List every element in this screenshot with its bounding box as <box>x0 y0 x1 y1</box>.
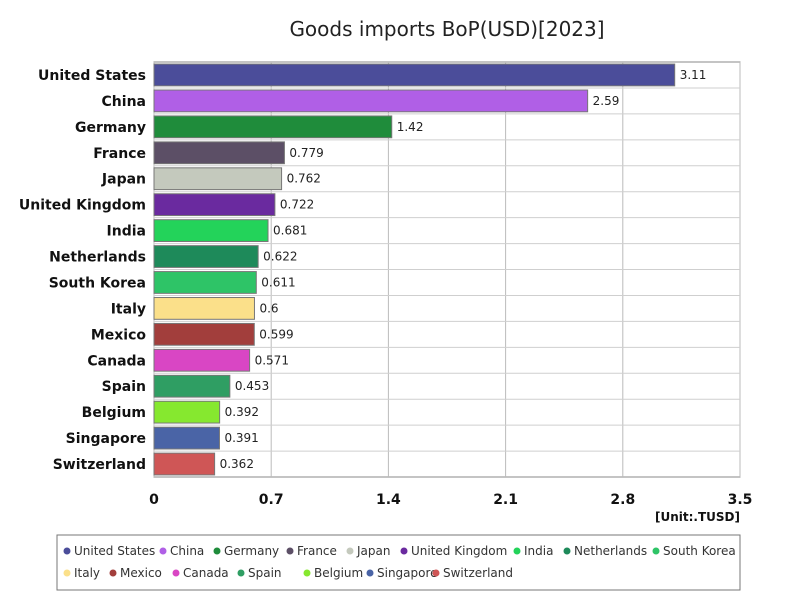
category-label: Japan <box>101 172 146 188</box>
bars <box>153 63 676 476</box>
bar-south-korea <box>153 271 257 294</box>
legend-entry: Singapore <box>377 566 438 580</box>
chart-title: Goods imports BoP(USD)[2023] <box>289 17 604 41</box>
bar-switzerland <box>153 452 216 476</box>
bar-singapore <box>153 426 220 450</box>
legend-swatch <box>563 547 571 555</box>
category-label: United Kingdom <box>19 198 146 214</box>
bar-united-kingdom <box>153 193 276 217</box>
value-label: 1.42 <box>397 120 424 134</box>
category-label: Switzerland <box>53 457 146 473</box>
value-label: 3.11 <box>680 68 707 82</box>
category-label: Germany <box>75 120 146 136</box>
legend-entry: Canada <box>183 566 229 580</box>
legend-entry: Mexico <box>120 566 162 580</box>
category-label: China <box>102 94 146 110</box>
legend-swatch <box>366 569 374 577</box>
legend-entry: United Kingdom <box>411 544 507 558</box>
x-tick-label: 2.8 <box>610 492 635 508</box>
bar-china <box>153 89 589 113</box>
legend-swatch <box>109 569 117 577</box>
legend-entry: France <box>297 544 337 558</box>
legend-swatch <box>303 569 311 577</box>
legend-entry: Japan <box>356 544 390 558</box>
unit-label: [Unit:.TUSD] <box>655 510 740 524</box>
x-tick-label: 3.5 <box>728 492 753 508</box>
legend-entry: United States <box>74 544 155 558</box>
value-label: 0.722 <box>280 198 314 212</box>
legend-entry: Italy <box>74 566 100 580</box>
value-label: 0.6 <box>259 301 278 315</box>
bar-mexico <box>153 322 255 346</box>
x-tick-label: 2.1 <box>493 492 518 508</box>
category-labels: United States China Germany France Japan Unit… <box>19 68 146 473</box>
bar-belgium <box>153 400 221 424</box>
bar-germany <box>153 115 393 139</box>
value-label: 0.779 <box>289 146 323 160</box>
value-label: 0.391 <box>224 431 258 445</box>
legend-entry: China <box>170 544 204 558</box>
bar-spain <box>153 374 231 398</box>
legend-entry: Germany <box>224 544 279 558</box>
value-label: 2.59 <box>593 94 620 108</box>
bar-italy <box>153 297 255 320</box>
legend-entry: India <box>524 544 553 558</box>
x-tick-label: 0 <box>149 492 159 508</box>
legend-entry: Netherlands <box>574 544 647 558</box>
bar-united-states <box>153 63 676 87</box>
value-label: 0.571 <box>255 353 289 367</box>
legend-box <box>56 534 741 591</box>
legend-swatch <box>172 569 180 577</box>
legend-swatch <box>400 547 408 555</box>
legend: United States China Germany France Japan Unit… <box>63 544 736 580</box>
bar-canada <box>153 348 251 372</box>
legend-swatch <box>346 547 354 555</box>
legend-swatch <box>652 547 660 555</box>
bar-japan <box>153 167 283 191</box>
category-label: Belgium <box>82 405 146 421</box>
category-label: Mexico <box>91 327 147 343</box>
bar-netherlands <box>153 245 259 268</box>
value-label: 0.681 <box>273 224 307 238</box>
legend-swatch <box>63 547 71 555</box>
value-label: 0.762 <box>287 172 321 186</box>
legend-entry: Switzerland <box>443 566 513 580</box>
legend-entry: Belgium <box>314 566 363 580</box>
value-labels: 3.11 2.59 1.42 0.779 0.762 0.722 0.681 0.622 0.6… <box>220 68 707 471</box>
legend-swatch <box>432 569 440 577</box>
legend-entry: Spain <box>248 566 282 580</box>
legend-swatch <box>159 547 167 555</box>
category-label: South Korea <box>49 275 146 291</box>
legend-swatch <box>237 569 245 577</box>
category-label: India <box>107 224 146 240</box>
value-label: 0.453 <box>235 379 269 393</box>
category-label: Canada <box>87 353 146 369</box>
category-label: France <box>93 146 146 162</box>
category-label: Netherlands <box>49 250 146 266</box>
category-label: Singapore <box>66 431 146 447</box>
value-label: 0.392 <box>225 405 259 419</box>
legend-swatch <box>63 569 71 577</box>
category-label: Spain <box>102 379 146 395</box>
x-tick-label: 0.7 <box>259 492 284 508</box>
value-label: 0.362 <box>220 457 254 471</box>
bar-india <box>153 219 269 242</box>
legend-swatch <box>513 547 521 555</box>
category-label: Italy <box>111 301 146 317</box>
x-tick-label: 1.4 <box>376 492 401 508</box>
legend-swatch <box>213 547 221 555</box>
value-label: 0.599 <box>259 327 293 341</box>
value-label: 0.611 <box>261 275 295 289</box>
legend-entry: South Korea <box>663 544 736 558</box>
value-label: 0.622 <box>263 250 297 264</box>
category-label: United States <box>38 68 146 84</box>
legend-swatch <box>286 547 294 555</box>
bar-france <box>153 141 285 165</box>
x-axis-ticks: 0 0.7 1.4 2.1 2.8 3.5 <box>149 492 752 508</box>
